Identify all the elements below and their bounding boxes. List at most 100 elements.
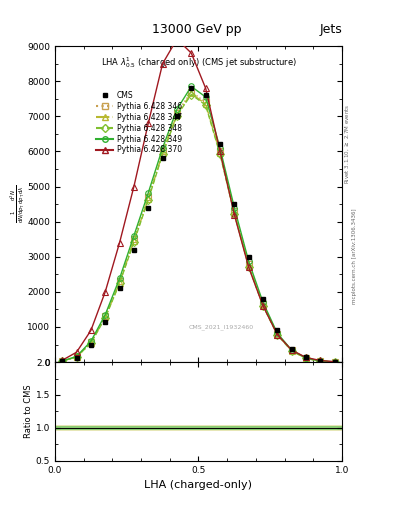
Text: Rivet 3.1.10, $\geq$ 2.7M events: Rivet 3.1.10, $\geq$ 2.7M events: [344, 103, 351, 184]
Pythia 6.428 370: [304, 354, 309, 360]
Text: 13000 GeV pp: 13000 GeV pp: [152, 23, 241, 36]
Pythia 6.428 348: [146, 197, 151, 203]
Text: Jets: Jets: [319, 23, 342, 36]
Pythia 6.428 348: [60, 358, 64, 364]
Pythia 6.428 349: [218, 145, 222, 151]
Pythia 6.428 348: [103, 315, 108, 321]
CMS: [261, 296, 265, 302]
CMS: [117, 285, 122, 291]
CMS: [232, 201, 237, 207]
Legend: CMS, Pythia 6.428 346, Pythia 6.428 347, Pythia 6.428 348, Pythia 6.428 349, Pyt: CMS, Pythia 6.428 346, Pythia 6.428 347,…: [93, 88, 185, 158]
Pythia 6.428 347: [289, 348, 294, 354]
Pythia 6.428 348: [318, 358, 323, 364]
Pythia 6.428 348: [275, 332, 280, 338]
Pythia 6.428 349: [132, 232, 136, 239]
Pythia 6.428 348: [332, 359, 337, 365]
Pythia 6.428 349: [318, 358, 323, 364]
Pythia 6.428 346: [318, 358, 323, 364]
Pythia 6.428 347: [88, 340, 93, 346]
Pythia 6.428 349: [60, 358, 64, 364]
Pythia 6.428 349: [160, 145, 165, 151]
Line: Pythia 6.428 346: Pythia 6.428 346: [59, 89, 338, 365]
Pythia 6.428 348: [132, 239, 136, 245]
Pythia 6.428 349: [261, 300, 265, 306]
CMS: [332, 359, 337, 365]
Pythia 6.428 346: [160, 148, 165, 155]
Pythia 6.428 348: [189, 92, 194, 98]
CMS: [189, 85, 194, 91]
Pythia 6.428 346: [103, 313, 108, 319]
CMS: [203, 92, 208, 98]
Pythia 6.428 347: [332, 359, 337, 365]
Pythia 6.428 349: [304, 355, 309, 361]
CMS: [318, 358, 323, 364]
Pythia 6.428 346: [132, 236, 136, 242]
Pythia 6.428 370: [203, 85, 208, 91]
X-axis label: LHA (charged-only): LHA (charged-only): [145, 480, 252, 490]
Pythia 6.428 348: [246, 264, 251, 270]
Text: LHA $\lambda^1_{0.5}$ (charged only) (CMS jet substructure): LHA $\lambda^1_{0.5}$ (charged only) (CM…: [101, 56, 296, 71]
CMS: [218, 141, 222, 147]
Pythia 6.428 348: [203, 102, 208, 108]
Pythia 6.428 370: [60, 357, 64, 364]
CMS: [103, 318, 108, 325]
CMS: [289, 346, 294, 352]
Pythia 6.428 346: [332, 359, 337, 365]
Pythia 6.428 370: [189, 50, 194, 56]
Pythia 6.428 349: [146, 190, 151, 196]
Text: CMS_2021_I1932460: CMS_2021_I1932460: [189, 325, 254, 330]
Pythia 6.428 348: [218, 151, 222, 157]
CMS: [246, 253, 251, 260]
Line: Pythia 6.428 348: Pythia 6.428 348: [59, 92, 338, 365]
Pythia 6.428 370: [74, 349, 79, 355]
Pythia 6.428 348: [74, 354, 79, 360]
Pythia 6.428 346: [74, 354, 79, 360]
Pythia 6.428 370: [88, 327, 93, 333]
Pythia 6.428 370: [289, 347, 294, 353]
Pythia 6.428 349: [103, 312, 108, 318]
Pythia 6.428 346: [60, 358, 64, 364]
CMS: [304, 354, 309, 360]
Pythia 6.428 349: [246, 258, 251, 264]
Pythia 6.428 348: [160, 151, 165, 157]
Pythia 6.428 347: [304, 355, 309, 361]
Pythia 6.428 370: [275, 332, 280, 338]
CMS: [275, 327, 280, 333]
Pythia 6.428 349: [203, 94, 208, 100]
CMS: [60, 358, 64, 365]
Line: Pythia 6.428 349: Pythia 6.428 349: [59, 83, 338, 365]
Pythia 6.428 348: [174, 113, 179, 119]
Pythia 6.428 346: [275, 331, 280, 337]
Y-axis label: Ratio to CMS: Ratio to CMS: [24, 385, 33, 438]
Pythia 6.428 347: [103, 314, 108, 321]
Pythia 6.428 349: [232, 204, 237, 210]
Pythia 6.428 349: [174, 106, 179, 112]
Pythia 6.428 347: [218, 150, 222, 156]
Pythia 6.428 370: [246, 264, 251, 270]
Pythia 6.428 347: [261, 302, 265, 308]
Pythia 6.428 349: [74, 353, 79, 359]
Pythia 6.428 348: [289, 348, 294, 354]
Pythia 6.428 349: [189, 83, 194, 90]
Pythia 6.428 346: [189, 89, 194, 95]
Pythia 6.428 370: [318, 357, 323, 364]
Pythia 6.428 349: [332, 359, 337, 365]
Pythia 6.428 346: [232, 208, 237, 214]
Pythia 6.428 346: [203, 99, 208, 105]
Pythia 6.428 346: [261, 301, 265, 307]
CMS: [160, 155, 165, 161]
Pythia 6.428 346: [289, 348, 294, 354]
Y-axis label: $\frac{1}{\mathrm{d}N/\mathrm{d}p_\mathrm{T}} \frac{\mathrm{d}^2 N}{\mathrm{d}p_: $\frac{1}{\mathrm{d}N/\mathrm{d}p_\mathr…: [8, 185, 26, 223]
Pythia 6.428 346: [88, 339, 93, 346]
CMS: [88, 342, 93, 348]
CMS: [132, 247, 136, 253]
Pythia 6.428 347: [132, 238, 136, 244]
Pythia 6.428 348: [88, 340, 93, 346]
Pythia 6.428 370: [232, 211, 237, 218]
Pythia 6.428 349: [88, 338, 93, 345]
Pythia 6.428 346: [246, 261, 251, 267]
Pythia 6.428 347: [117, 280, 122, 286]
CMS: [146, 204, 151, 210]
Line: Pythia 6.428 347: Pythia 6.428 347: [59, 91, 338, 365]
Text: mcplots.cern.ch [arXiv:1306.3436]: mcplots.cern.ch [arXiv:1306.3436]: [352, 208, 357, 304]
